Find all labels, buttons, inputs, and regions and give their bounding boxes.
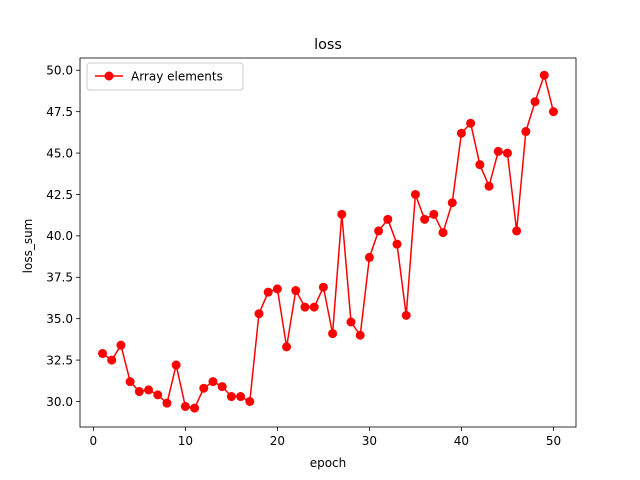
plot-frame: [79, 57, 577, 428]
data-point: [548, 107, 558, 117]
data-point: [116, 340, 126, 350]
data-point: [530, 97, 540, 107]
data-point: [493, 146, 503, 156]
data-point: [429, 209, 439, 219]
x-tick-label: 10: [178, 434, 193, 448]
data-point: [153, 390, 163, 400]
data-point: [502, 148, 512, 158]
legend-frame: [86, 62, 244, 91]
data-point: [401, 310, 411, 320]
legend-marker-sample: [104, 71, 114, 81]
x-axis-ticks: 0 10 20 30 40 50: [90, 427, 561, 448]
data-point: [337, 209, 347, 219]
data-point: [392, 239, 402, 249]
y-tick-label: 37.5: [46, 271, 73, 285]
data-point: [300, 302, 310, 312]
data-point: [410, 189, 420, 199]
x-tick-label: 0: [90, 434, 98, 448]
data-point: [420, 214, 430, 224]
y-tick-label: 42.5: [46, 188, 73, 202]
data-point: [162, 398, 172, 408]
y-axis-ticks: 30.0 32.5 35.0 37.5 40.0 42.5 45.0 47.5 50.0: [46, 64, 80, 409]
data-point: [217, 382, 227, 392]
data-point: [282, 342, 292, 352]
y-axis-label: loss_sum: [21, 219, 35, 274]
data-point: [456, 128, 466, 138]
data-point: [521, 127, 531, 137]
data-point: [199, 383, 209, 393]
data-point: [180, 401, 190, 411]
data-point: [438, 228, 448, 238]
y-tick-label: 50.0: [46, 64, 73, 78]
x-tick-label: 20: [270, 434, 285, 448]
legend-entry-label: Array elements: [131, 70, 223, 84]
data-point: [98, 348, 108, 358]
data-point: [134, 387, 144, 397]
legend: Array elements: [86, 62, 244, 91]
x-tick-label: 50: [546, 434, 561, 448]
y-tick-label: 40.0: [46, 229, 73, 243]
data-point: [374, 226, 384, 236]
x-tick-label: 40: [454, 434, 469, 448]
chart-title: loss: [314, 37, 342, 53]
x-tick-label: 30: [362, 434, 377, 448]
data-point: [364, 252, 374, 262]
data-point: [272, 284, 282, 294]
data-point: [254, 309, 264, 319]
plot-area: [79, 57, 577, 428]
data-point: [171, 360, 181, 370]
data-point: [328, 329, 338, 339]
y-tick-label: 30.0: [46, 395, 73, 409]
data-point: [475, 160, 485, 170]
data-point: [226, 392, 236, 402]
y-tick-label: 45.0: [46, 146, 73, 160]
series-line: [102, 74, 555, 409]
data-point: [355, 330, 365, 340]
y-tick-label: 32.5: [46, 353, 73, 367]
y-tick-label: 47.5: [46, 105, 73, 119]
data-point: [245, 396, 255, 406]
data-point: [383, 214, 393, 224]
data-point: [190, 403, 200, 413]
data-point: [208, 377, 218, 387]
data-point: [144, 385, 154, 395]
data-point: [512, 226, 522, 236]
data-point: [291, 286, 301, 296]
series-layer: [98, 70, 558, 413]
data-point: [263, 287, 273, 297]
data-point: [309, 302, 319, 312]
y-tick-label: 35.0: [46, 312, 73, 326]
data-point: [236, 392, 246, 402]
data-point: [125, 377, 135, 387]
x-axis-label: epoch: [310, 456, 347, 470]
data-point: [484, 181, 494, 191]
data-point: [466, 118, 476, 128]
data-point: [346, 317, 356, 327]
data-point: [107, 355, 117, 365]
data-point: [447, 198, 457, 208]
data-point: [318, 282, 328, 292]
data-point: [539, 70, 549, 80]
